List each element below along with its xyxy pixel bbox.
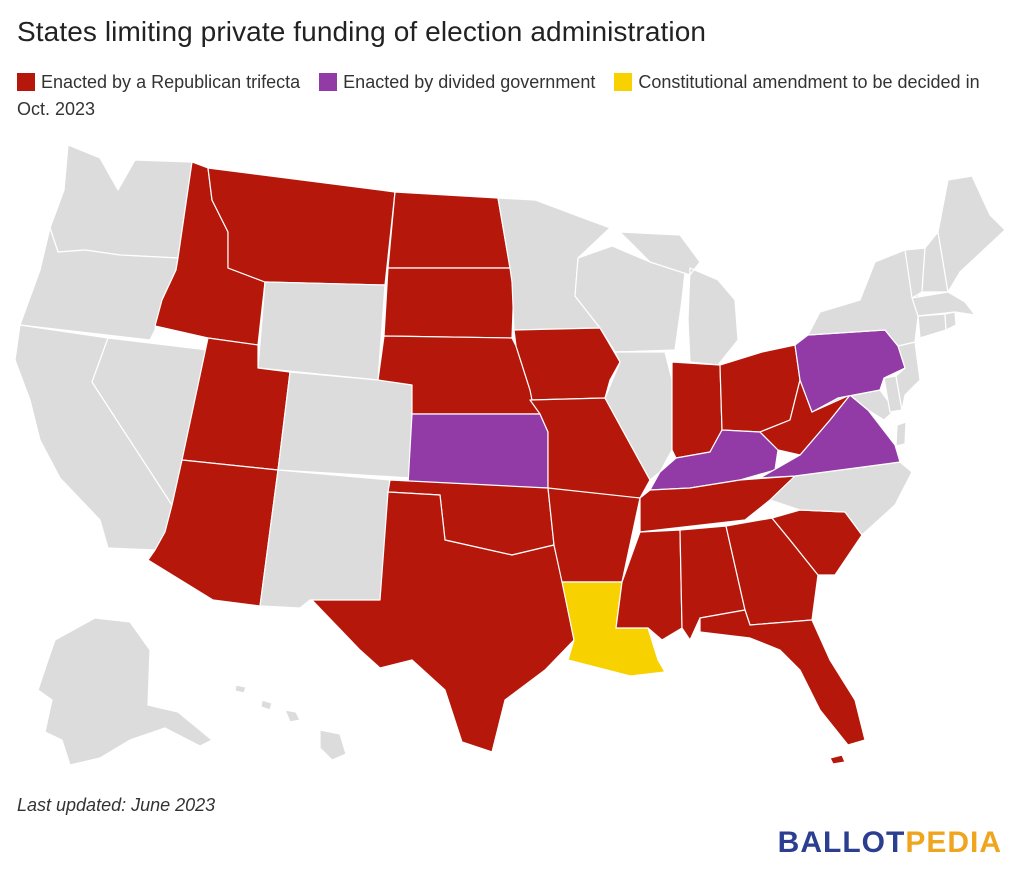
last-updated-note: Last updated: June 2023: [17, 795, 216, 815]
state-ohio: [719, 344, 801, 433]
state-arkansas: [547, 487, 641, 583]
legend: Enacted by a Republican trifecta Enacted…: [17, 69, 1007, 123]
legend-label-constitutional-amendment: Constitutional amendment to be decided i…: [17, 72, 980, 119]
state-montana: [207, 167, 396, 286]
brand-part-pedia: PEDIA: [905, 826, 1002, 859]
legend-swatch-republican-trifecta: [17, 73, 35, 91]
state-washington: [49, 144, 193, 259]
state-wisconsin: [574, 245, 686, 353]
state-connecticut: [917, 313, 947, 339]
us-states-map: [14, 144, 1006, 766]
legend-swatch-divided-government: [319, 73, 338, 91]
state-kansas: [407, 413, 549, 489]
state-south-dakota: [383, 267, 515, 339]
map-title: States limiting private funding of elect…: [17, 16, 707, 47]
state-new-mexico: [259, 469, 391, 609]
brand-part-ballot: BALLOT: [777, 826, 906, 859]
state-north-dakota: [387, 191, 511, 269]
state-rhode-island: [944, 311, 957, 331]
state-maine: [937, 175, 1006, 293]
state-north-carolina: [769, 461, 913, 536]
state-hawaii: [234, 684, 347, 761]
legend-label-divided-government: Enacted by divided government: [343, 72, 596, 92]
state-iowa: [513, 327, 621, 401]
state-colorado: [277, 371, 413, 479]
legend-label-republican-trifecta: Enacted by a Republican trifecta: [41, 72, 301, 92]
state-alaska: [37, 617, 213, 766]
state-dc: [895, 421, 907, 447]
state-florida: [699, 609, 866, 765]
state-illinois: [604, 351, 673, 481]
legend-swatch-constitutional-amendment: [614, 73, 633, 91]
state-wyoming: [257, 281, 386, 381]
ballotpedia-logo: BALLOTPEDIA: [778, 826, 1002, 860]
state-new-york: [807, 249, 921, 347]
state-massachusetts: [911, 291, 976, 317]
legend-item-divided-government: Enacted by divided government: [319, 72, 595, 92]
state-texas: [311, 491, 575, 753]
legend-item-republican-trifecta: Enacted by a Republican trifecta: [17, 72, 300, 92]
state-new-jersey: [895, 341, 921, 411]
legend-item-constitutional-amendment: Constitutional amendment to be decided i…: [17, 72, 980, 119]
state-michigan: [619, 231, 739, 366]
